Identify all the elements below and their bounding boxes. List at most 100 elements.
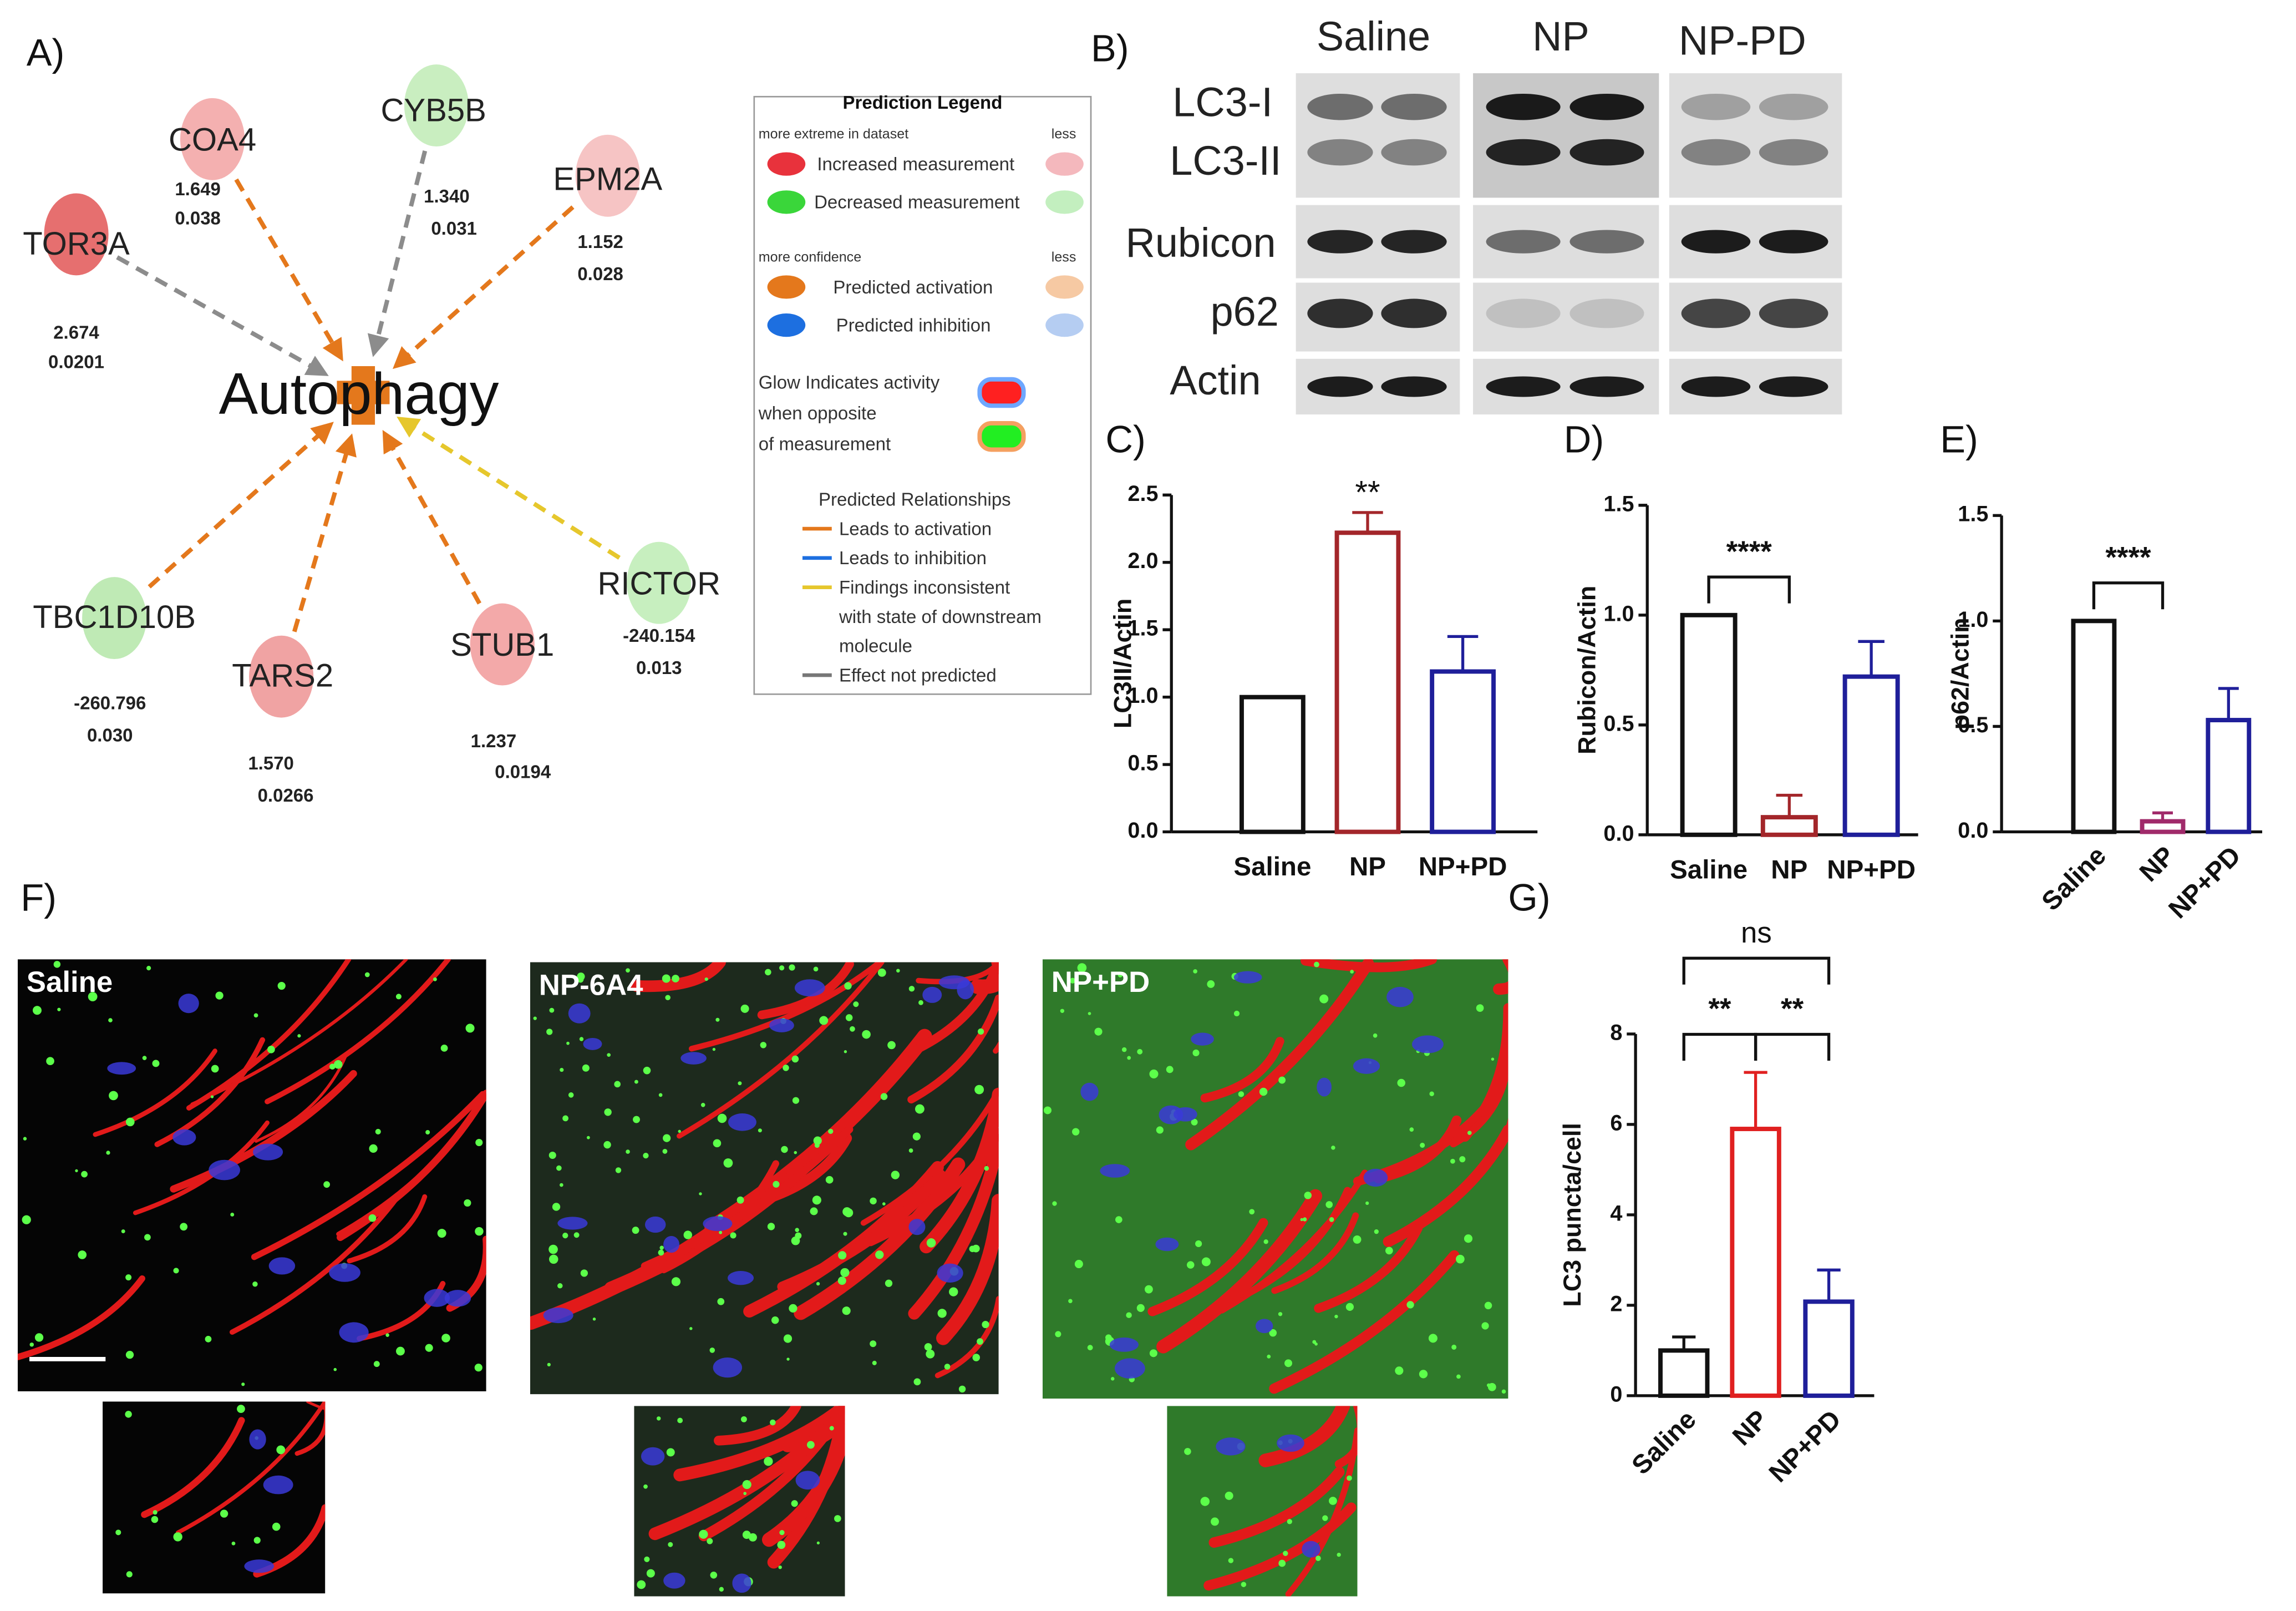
stain-green xyxy=(560,1183,563,1187)
stain-green xyxy=(253,1537,261,1544)
stain-green xyxy=(109,1091,118,1101)
stain-green xyxy=(738,1081,742,1086)
gene-label: TBC1D10B xyxy=(33,599,196,635)
stain-green xyxy=(1314,1342,1318,1346)
stain-green xyxy=(603,1141,611,1149)
stain-green xyxy=(740,1004,749,1013)
error-bar xyxy=(1672,1335,1696,1351)
stain-green xyxy=(918,1000,923,1005)
stain-green xyxy=(712,1047,716,1051)
stain-blue xyxy=(1317,1077,1332,1097)
stain-green xyxy=(662,1148,668,1154)
stain-green xyxy=(1193,969,1197,974)
y-tick-label: 1.0 xyxy=(1958,607,1988,632)
stain-green xyxy=(465,1024,475,1033)
legend-entry: molecule xyxy=(839,636,912,656)
blot-strip xyxy=(1473,282,1659,352)
stain-green xyxy=(770,1419,776,1426)
y-tick-label: 0.5 xyxy=(1603,711,1634,736)
gene-label: TARS2 xyxy=(232,658,333,694)
bar xyxy=(2071,619,2117,834)
stain-red xyxy=(1185,959,1374,1151)
stain-green xyxy=(937,1309,947,1318)
blot-band xyxy=(1681,298,1751,328)
stain-green xyxy=(552,1203,561,1211)
x-tick-label: Saline xyxy=(2036,841,2111,916)
blot-band xyxy=(1569,376,1644,397)
micrograph-label: NP-6A4 xyxy=(539,969,643,1001)
y-tick-label: 0.0 xyxy=(1127,818,1158,843)
stain-green xyxy=(781,1146,788,1153)
legend-icon xyxy=(767,152,806,176)
stain-green xyxy=(88,992,98,1001)
stain-blue xyxy=(1363,1168,1388,1187)
stain-green xyxy=(395,994,402,1000)
stain-green xyxy=(1406,1301,1414,1309)
error-bar xyxy=(1744,1071,1767,1129)
stain-green xyxy=(81,1171,88,1178)
bar xyxy=(1760,815,1818,837)
stain-green xyxy=(658,1093,663,1097)
stain-green xyxy=(795,1228,799,1232)
stain-green xyxy=(1283,1551,1288,1556)
stain-green xyxy=(1184,1448,1191,1455)
error-bar xyxy=(2152,811,2173,822)
stain-red xyxy=(1373,1115,1462,1184)
legend-icon xyxy=(1045,275,1084,299)
stain-green xyxy=(1314,961,1319,967)
stain-green xyxy=(577,976,584,983)
stain-red xyxy=(761,1422,845,1547)
legend-entry: Leads to activation xyxy=(839,518,992,539)
legend-heading: less xyxy=(1052,249,1076,265)
stain-green xyxy=(1087,1345,1093,1351)
stain-green xyxy=(1329,1497,1337,1505)
blot-band xyxy=(1486,139,1561,166)
x-tick-label: NP+PD xyxy=(1827,855,1916,884)
stain-green xyxy=(783,1334,793,1343)
stain-blue xyxy=(680,1052,707,1065)
legend-icon xyxy=(977,377,1026,408)
stain-green xyxy=(862,1030,871,1039)
stain-red xyxy=(648,1406,845,1541)
y-tick-label: 1.5 xyxy=(1603,492,1634,516)
stain-red xyxy=(1271,1212,1359,1294)
stain-red xyxy=(641,1125,854,1270)
stain-red xyxy=(265,959,451,1105)
legend-entry: Decreased measurement xyxy=(814,192,1020,212)
stain-green xyxy=(1325,1201,1333,1208)
blot-strip xyxy=(1473,73,1659,198)
edge xyxy=(116,255,329,376)
gene-node xyxy=(44,193,109,276)
y-axis-title: p62/Actin xyxy=(1946,617,1974,729)
stain-green xyxy=(834,1515,841,1522)
stain-green xyxy=(915,1104,925,1114)
stain-green xyxy=(556,1165,562,1171)
stain-green xyxy=(277,981,286,990)
y-tick-label: 2.0 xyxy=(1127,549,1158,573)
stain-green xyxy=(210,1095,214,1098)
stain-green xyxy=(1043,1106,1052,1114)
stain-blue xyxy=(339,1322,369,1343)
stain-green xyxy=(1195,1240,1202,1248)
significance: ** xyxy=(1781,992,1804,1025)
stain-green xyxy=(842,1207,852,1217)
legend-entry: with state of downstream xyxy=(839,606,1042,627)
stain-blue xyxy=(1216,1437,1246,1456)
stain-green xyxy=(562,1232,568,1239)
significance: ns xyxy=(1741,916,1772,949)
stain-red xyxy=(777,1169,946,1292)
edge xyxy=(392,205,575,369)
error-bar xyxy=(2218,687,2239,721)
y-axis-title: LC3II/Actin xyxy=(1109,599,1137,728)
stain-green xyxy=(765,969,771,976)
stain-blue xyxy=(1353,1058,1380,1074)
y-tick-label: 8 xyxy=(1610,1020,1622,1045)
blot-band xyxy=(1681,139,1751,166)
stain-green xyxy=(425,1130,430,1135)
stain-green xyxy=(121,1229,125,1234)
stain-blue xyxy=(644,1216,666,1233)
stain-blue xyxy=(641,1447,665,1466)
stain-green xyxy=(474,1364,482,1372)
stain-blue xyxy=(937,1263,963,1283)
